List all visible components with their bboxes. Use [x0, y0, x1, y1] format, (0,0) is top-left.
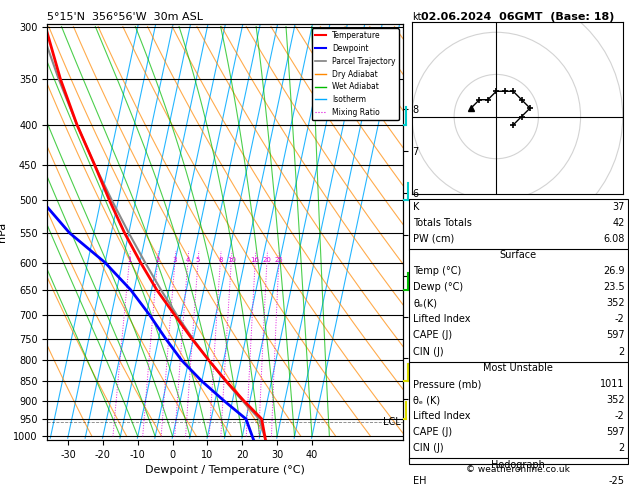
- Text: 597: 597: [606, 330, 625, 341]
- Text: 26.9: 26.9: [603, 266, 625, 277]
- Text: 2: 2: [618, 347, 625, 357]
- Text: K: K: [413, 202, 420, 212]
- Text: 8: 8: [218, 257, 223, 262]
- Text: Pressure (mb): Pressure (mb): [413, 379, 482, 389]
- Text: 20: 20: [262, 257, 271, 262]
- Text: 16: 16: [250, 257, 260, 262]
- Text: Surface: Surface: [499, 250, 537, 260]
- Text: Totals Totals: Totals Totals: [413, 218, 472, 228]
- Text: EH: EH: [413, 476, 426, 486]
- Text: 23.5: 23.5: [603, 282, 625, 293]
- Text: 6.08: 6.08: [603, 234, 625, 244]
- Text: 4: 4: [186, 257, 190, 262]
- Y-axis label: hPa: hPa: [0, 222, 8, 242]
- Text: 10: 10: [226, 257, 236, 262]
- Text: 1: 1: [127, 257, 131, 262]
- Text: Lifted Index: Lifted Index: [413, 411, 470, 421]
- Text: 2: 2: [618, 443, 625, 453]
- Text: 2: 2: [155, 257, 160, 262]
- Text: CIN (J): CIN (J): [413, 347, 444, 357]
- Text: CAPE (J): CAPE (J): [413, 330, 452, 341]
- Text: LCL: LCL: [383, 417, 401, 427]
- Text: 352: 352: [606, 298, 625, 309]
- Text: 37: 37: [612, 202, 625, 212]
- Legend: Temperature, Dewpoint, Parcel Trajectory, Dry Adiabat, Wet Adiabat, Isotherm, Mi: Temperature, Dewpoint, Parcel Trajectory…: [311, 28, 399, 120]
- Text: 597: 597: [606, 427, 625, 437]
- Text: Lifted Index: Lifted Index: [413, 314, 470, 325]
- Text: Temp (°C): Temp (°C): [413, 266, 462, 277]
- Text: CIN (J): CIN (J): [413, 443, 444, 453]
- Text: Dewp (°C): Dewp (°C): [413, 282, 464, 293]
- Text: Hodograph: Hodograph: [491, 460, 545, 470]
- Text: Most Unstable: Most Unstable: [483, 363, 554, 373]
- Y-axis label: km
ASL: km ASL: [421, 223, 443, 241]
- X-axis label: Dewpoint / Temperature (°C): Dewpoint / Temperature (°C): [145, 465, 305, 475]
- Text: 5°15'N  356°56'W  30m ASL: 5°15'N 356°56'W 30m ASL: [47, 12, 203, 22]
- Text: PW (cm): PW (cm): [413, 234, 455, 244]
- Text: Mixing Ratio (g/kg): Mixing Ratio (g/kg): [414, 210, 423, 295]
- Text: © weatheronline.co.uk: © weatheronline.co.uk: [466, 465, 571, 474]
- Text: θₑ (K): θₑ (K): [413, 395, 440, 405]
- Text: 42: 42: [612, 218, 625, 228]
- Text: -2: -2: [615, 411, 625, 421]
- Text: 5: 5: [196, 257, 200, 262]
- Text: 02.06.2024  06GMT  (Base: 18): 02.06.2024 06GMT (Base: 18): [421, 12, 614, 22]
- Text: CAPE (J): CAPE (J): [413, 427, 452, 437]
- Text: 3: 3: [172, 257, 177, 262]
- Text: 25: 25: [274, 257, 283, 262]
- Text: θₑ(K): θₑ(K): [413, 298, 437, 309]
- Text: kt: kt: [412, 12, 421, 22]
- Text: 1011: 1011: [600, 379, 625, 389]
- Text: 352: 352: [606, 395, 625, 405]
- Text: -25: -25: [609, 476, 625, 486]
- Text: -2: -2: [615, 314, 625, 325]
